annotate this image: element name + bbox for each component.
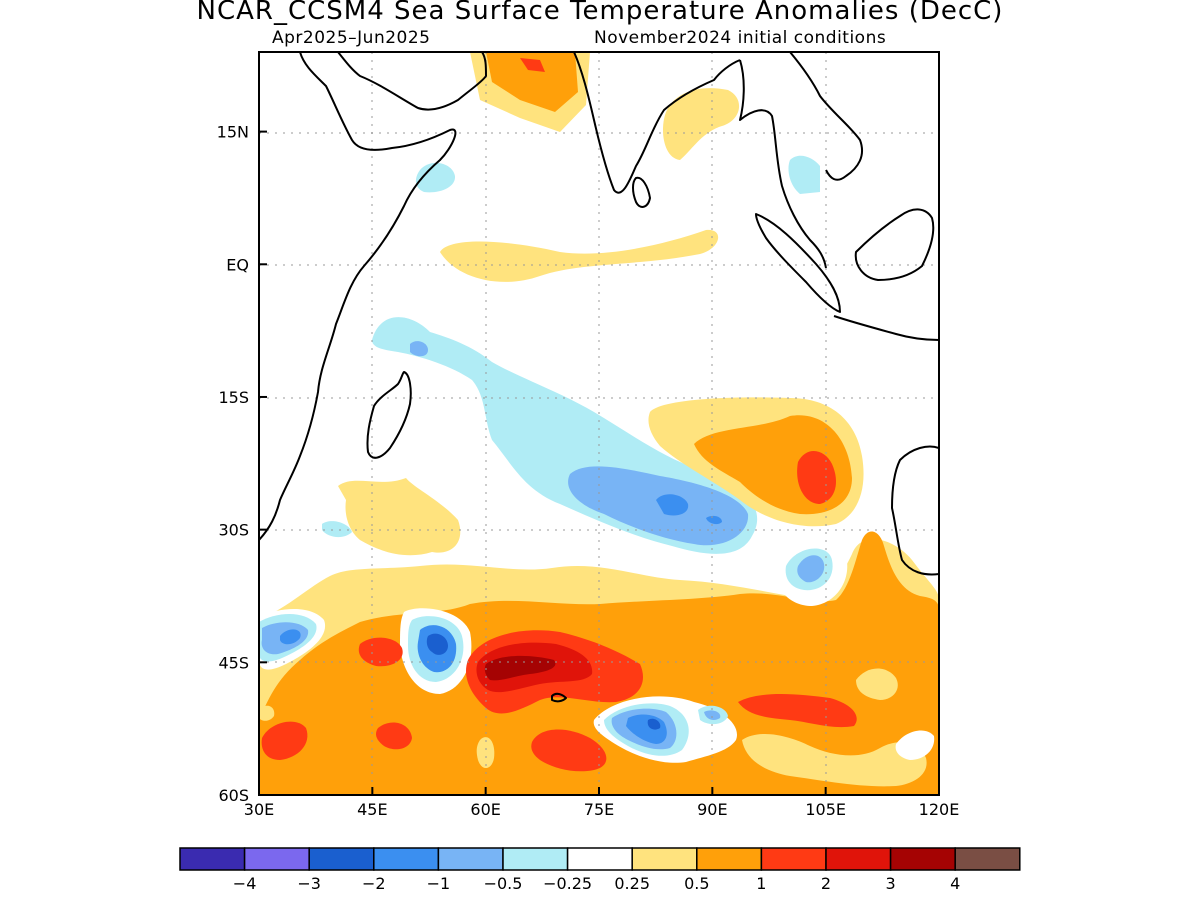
anomaly-region xyxy=(797,450,836,504)
anomaly-region xyxy=(426,633,448,655)
colorbar-label: −4 xyxy=(233,874,257,893)
colorbar-swatch xyxy=(566,847,633,871)
anomaly-region xyxy=(656,494,689,516)
anomaly-region xyxy=(895,730,935,760)
anomaly-region xyxy=(280,629,301,645)
anomaly-region xyxy=(415,162,456,193)
lat-tick-label: 30S xyxy=(218,521,249,540)
colorbar-swatch xyxy=(179,847,246,871)
colorbar-swatch xyxy=(308,847,375,871)
lat-tick-label: 15N xyxy=(217,123,249,142)
colorbar-swatch xyxy=(760,847,827,871)
colorbar-swatch xyxy=(631,847,698,871)
anomaly-region xyxy=(706,515,722,525)
madagascar-coastline xyxy=(366,371,412,459)
coastlines xyxy=(259,52,939,703)
australia-coastline xyxy=(891,445,939,576)
colorbar-swatch xyxy=(243,847,310,871)
borneo-coastline xyxy=(854,208,935,281)
anomaly-region xyxy=(856,668,898,700)
colorbar-label: −3 xyxy=(297,874,321,893)
anomaly-region xyxy=(531,729,607,772)
colorbar-label: 0.25 xyxy=(614,874,650,893)
anomaly-region xyxy=(797,555,825,583)
africa-coastline xyxy=(259,52,457,541)
anomaly-region xyxy=(662,88,740,160)
anomaly-field xyxy=(259,52,939,795)
anomaly-region xyxy=(338,478,461,556)
colorbar-swatch xyxy=(825,847,892,871)
map-grid xyxy=(259,52,939,795)
map-title: NCAR_CCSM4 Sea Surface Temperature Anoma… xyxy=(196,0,1004,26)
anomaly-region xyxy=(476,737,495,769)
axis-ticks: 30E 45E 60E 75E 90E 105E 120E 15N EQ 15S 30S 45S 60S xyxy=(217,123,960,819)
sumatra-coastline xyxy=(755,213,841,313)
lat-tick-label: EQ xyxy=(226,255,249,274)
lat-tick-label: 45S xyxy=(218,653,249,672)
colorbar-label: −1 xyxy=(427,874,451,893)
anomaly-region xyxy=(358,637,403,667)
colorbar-label: 1 xyxy=(756,874,766,893)
anomaly-region xyxy=(261,721,308,760)
lat-tick-label: 60S xyxy=(218,786,249,805)
lon-tick-label: 75E xyxy=(584,800,614,819)
anomaly-region xyxy=(568,466,749,546)
anomaly-region xyxy=(484,655,556,681)
colorbar-label: 4 xyxy=(950,874,960,893)
anomaly-region xyxy=(410,341,428,357)
colorbar: −4 −3 −2 −1 −0.5 −0.25 0.25 0.5 1 2 3 4 xyxy=(179,847,1021,893)
india-coastline xyxy=(573,52,741,194)
lon-tick-label: 120E xyxy=(919,800,960,819)
anomaly-region xyxy=(520,58,545,72)
arabia-coastline xyxy=(337,52,487,111)
lat-tick-label: 15S xyxy=(218,388,249,407)
lon-tick-label: 105E xyxy=(805,800,846,819)
colorbar-swatch xyxy=(954,847,1021,871)
colorbar-swatch xyxy=(373,847,440,871)
colorbar-label: −0.25 xyxy=(543,874,592,893)
colorbar-label: 0.5 xyxy=(684,874,709,893)
southeast-asia-coastline xyxy=(739,59,827,269)
forecast-period: Apr2025–Jun2025 xyxy=(272,28,431,48)
anomaly-region xyxy=(440,229,719,282)
anomaly-region xyxy=(742,733,927,787)
anomaly-region xyxy=(704,710,721,720)
colorbar-swatch xyxy=(696,847,763,871)
anomaly-region xyxy=(738,694,857,728)
lon-tick-label: 45E xyxy=(357,800,387,819)
initial-conditions: November2024 initial conditions xyxy=(594,28,887,48)
lon-tick-label: 30E xyxy=(244,800,274,819)
anomaly-region xyxy=(788,155,820,194)
colorbar-label: 2 xyxy=(821,874,831,893)
colorbar-swatch xyxy=(502,847,569,871)
java-coastline xyxy=(833,315,939,341)
sri-lanka-coastline xyxy=(632,176,651,208)
anomaly-region xyxy=(647,718,661,730)
colorbar-label: 3 xyxy=(886,874,896,893)
kerguelen-coastline xyxy=(551,692,567,703)
colorbar-label: −0.5 xyxy=(484,874,523,893)
colorbar-swatch xyxy=(437,847,504,871)
colorbar-swatch xyxy=(889,847,956,871)
lon-tick-label: 60E xyxy=(470,800,500,819)
indochina-coastline xyxy=(789,52,864,181)
colorbar-label: −2 xyxy=(362,874,386,893)
lon-tick-label: 90E xyxy=(697,800,727,819)
anomaly-region xyxy=(376,722,412,750)
anomaly-region xyxy=(486,52,578,112)
anomaly-region xyxy=(259,705,275,721)
anomaly-region xyxy=(322,521,352,538)
